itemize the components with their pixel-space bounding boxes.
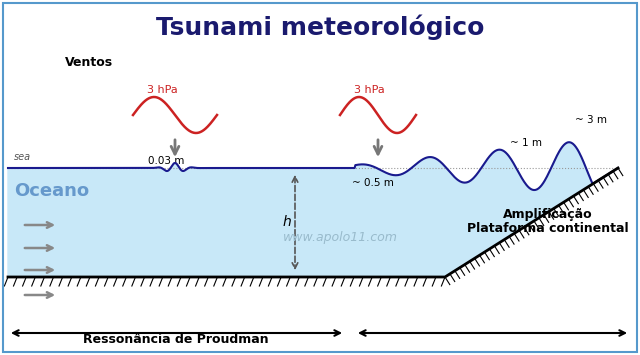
Text: ~ 0.5 m: ~ 0.5 m	[352, 178, 394, 188]
Text: 0.03 m: 0.03 m	[148, 156, 184, 166]
Text: Oceano: Oceano	[14, 182, 89, 200]
Text: ~ 3 m: ~ 3 m	[575, 115, 607, 125]
Text: Ressonância de Proudman: Ressonância de Proudman	[83, 333, 269, 346]
Text: Ventos: Ventos	[65, 55, 113, 69]
Text: ~ 1 m: ~ 1 m	[510, 138, 542, 148]
Text: Plataforma continental: Plataforma continental	[467, 222, 629, 235]
Text: 3 hPa: 3 hPa	[354, 85, 385, 95]
Text: www.apolo11.com: www.apolo11.com	[283, 231, 397, 244]
Text: Tsunami meteorológico: Tsunami meteorológico	[156, 15, 484, 40]
Text: sea: sea	[14, 152, 31, 162]
Text: h: h	[283, 215, 292, 229]
Polygon shape	[8, 142, 618, 277]
Text: Amplificação: Amplificação	[503, 208, 593, 221]
Text: 3 hPa: 3 hPa	[147, 85, 178, 95]
